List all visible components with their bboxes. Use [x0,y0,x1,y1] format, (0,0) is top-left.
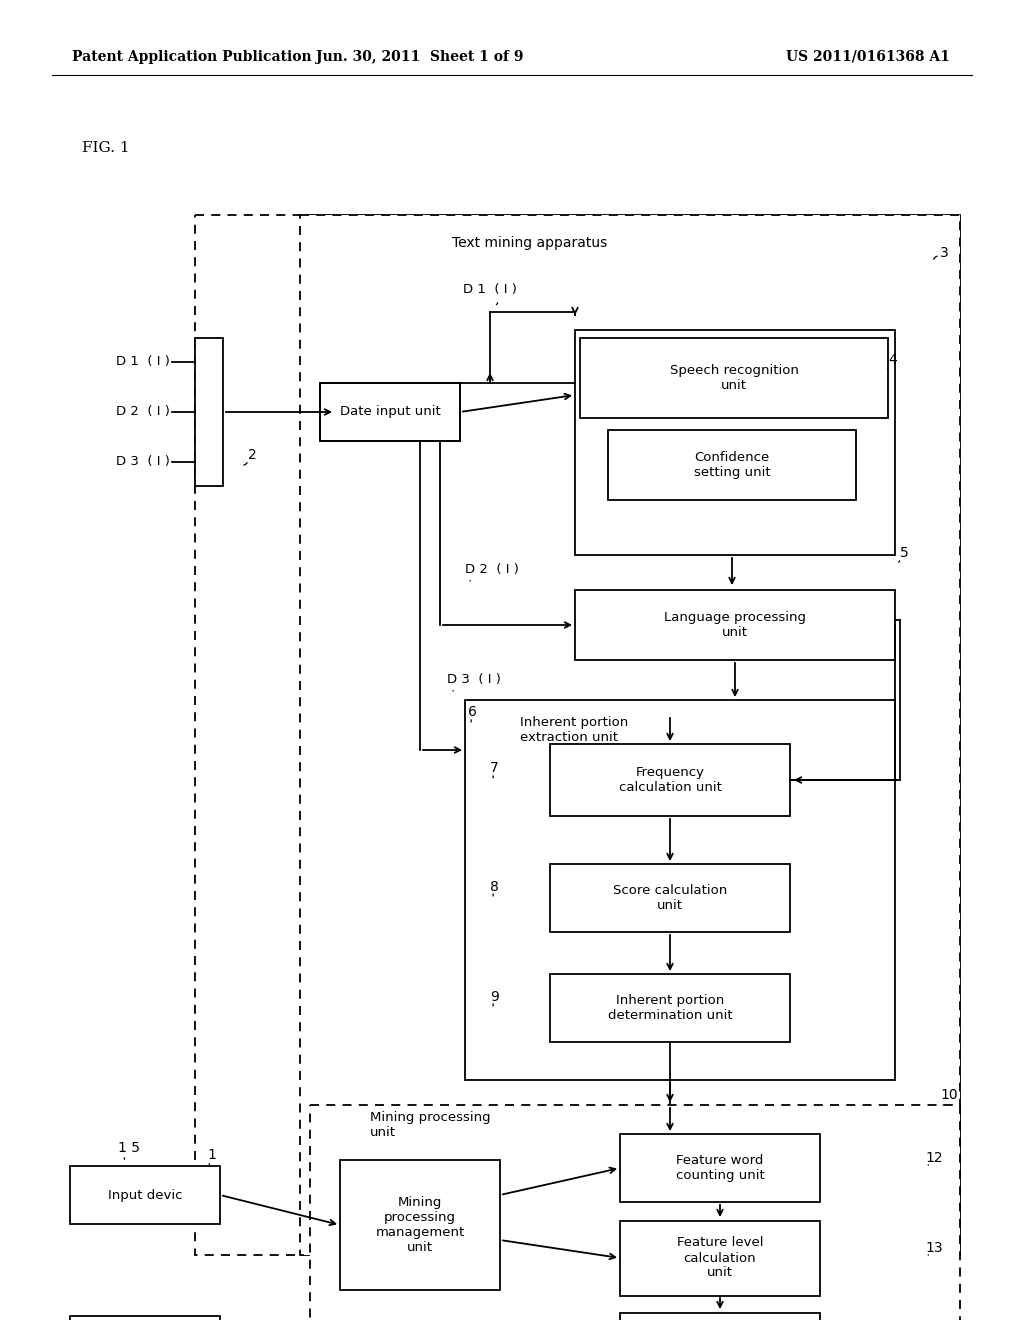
Text: 1 5: 1 5 [118,1140,140,1155]
Text: Feature word
counting unit: Feature word counting unit [676,1154,764,1181]
Bar [70,1316,220,1320]
Text: Score calculation
unit: Score calculation unit [613,884,727,912]
Text: Speech recognition
unit: Speech recognition unit [670,364,799,392]
Text: 5: 5 [900,546,908,560]
Bar [465,700,895,1080]
Bar [340,1160,500,1290]
Bar [550,744,790,816]
Text: Language processing
unit: Language processing unit [664,611,806,639]
Text: 12: 12 [925,1151,943,1166]
Text: 4: 4 [888,352,897,367]
Bar [620,1313,820,1320]
Text: 3: 3 [940,246,949,260]
Bar [608,430,856,500]
Text: Text mining apparatus: Text mining apparatus [453,236,607,249]
Text: D 2  ( I ): D 2 ( I ) [116,405,170,418]
Bar [620,1134,820,1203]
Text: Patent Application Publication: Patent Application Publication [72,50,311,63]
Text: FIG. 1: FIG. 1 [82,141,130,154]
Bar [70,1166,220,1224]
Bar [300,215,961,1255]
Text: 13: 13 [925,1241,943,1255]
Bar [575,330,895,554]
Text: Inherent portion
extraction unit: Inherent portion extraction unit [520,715,629,744]
Text: 6: 6 [468,705,477,719]
Text: D 1  ( I ): D 1 ( I ) [116,355,170,368]
Bar [575,590,895,660]
Text: 7: 7 [490,762,499,775]
Text: D 3  ( I ): D 3 ( I ) [447,673,501,686]
Text: Frequency
calculation unit: Frequency calculation unit [618,766,722,795]
Text: Mining
processing
management
unit: Mining processing management unit [376,1196,465,1254]
Text: Mining processing
unit: Mining processing unit [370,1111,490,1139]
Bar [195,338,223,486]
Text: Jun. 30, 2011  Sheet 1 of 9: Jun. 30, 2011 Sheet 1 of 9 [316,50,523,63]
Text: Feature level
calculation
unit: Feature level calculation unit [677,1237,763,1279]
Text: D 2  ( I ): D 2 ( I ) [465,564,519,577]
Text: Date input unit: Date input unit [340,405,440,418]
Text: US 2011/0161368 A1: US 2011/0161368 A1 [786,50,950,63]
Bar [319,383,460,441]
Bar [310,1105,961,1320]
Text: Input devic: Input devic [108,1188,182,1201]
Text: 1: 1 [207,1148,216,1162]
Text: D 3  ( I ): D 3 ( I ) [116,455,170,469]
Text: Confidence
setting unit: Confidence setting unit [693,451,770,479]
Text: D 1  ( I ): D 1 ( I ) [463,284,517,297]
Bar [620,1221,820,1296]
Bar [195,215,961,1255]
Bar [550,974,790,1041]
Text: Inherent portion
determination unit: Inherent portion determination unit [607,994,732,1022]
Bar [580,338,888,418]
Text: 10: 10 [940,1088,957,1102]
Bar [550,865,790,932]
Text: 9: 9 [490,990,499,1005]
Text: 2: 2 [248,447,257,462]
Text: 8: 8 [490,880,499,894]
